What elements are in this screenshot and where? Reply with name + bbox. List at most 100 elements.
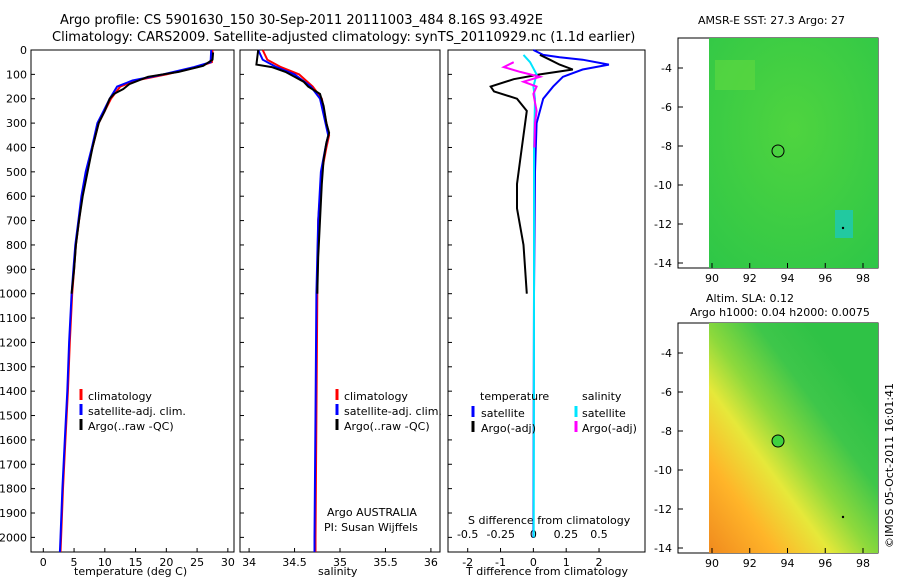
x-tick-label: 5 — [71, 556, 78, 569]
y-tick-label: 700 — [6, 215, 27, 228]
map-y-tick-label: -14 — [654, 542, 672, 555]
x-tick-label: 0 — [530, 556, 537, 569]
figure-title-line2: Climatology: CARS2009. Satellite-adjuste… — [52, 30, 635, 45]
legend-label: Argo(-adj) — [582, 422, 637, 435]
x-tick-label: 36 — [424, 556, 438, 569]
map-y-tick-label: -8 — [661, 140, 672, 153]
y-tick-label: 1700 — [0, 458, 27, 471]
legend-label: satellite-adj. clim. — [88, 405, 186, 418]
y-tick-label: 0 — [20, 44, 27, 57]
sla-map-title-2: Argo h1000: 0.04 h2000: 0.0075 — [690, 306, 870, 319]
sst-map-dot — [841, 226, 845, 230]
y-tick-label: 1800 — [0, 483, 27, 496]
map-y-tick-label: -6 — [661, 386, 672, 399]
x-tick-label: -2 — [462, 556, 473, 569]
series-line — [58, 49, 213, 553]
y-tick-label: 2000 — [0, 531, 27, 544]
x-tick-label: 2 — [596, 556, 603, 569]
sla-map-panel: Altim. SLA: 0.12 Argo h1000: 0.04 h2000:… — [654, 292, 879, 570]
map-y-tick-label: -6 — [661, 101, 672, 114]
y-tick-label: 600 — [6, 190, 27, 203]
difference-panel: T difference from climatology S differen… — [447, 49, 646, 578]
y-tick-label: 1900 — [0, 507, 27, 520]
map-y-tick-label: -10 — [654, 179, 672, 192]
map-y-tick-label: -12 — [654, 218, 672, 231]
legend-label: Argo(-adj) — [481, 422, 536, 435]
x-tick-label: 25 — [190, 556, 204, 569]
salinity-annotation-1: Argo AUSTRALIA — [327, 506, 417, 519]
map-x-tick-label: 96 — [818, 272, 832, 285]
y-tick-label: 900 — [6, 263, 27, 276]
salinity-panel: salinity Argo AUSTRALIA PI: Susan Wijffe… — [239, 49, 442, 578]
sla-map-dot — [841, 515, 845, 519]
series-line — [70, 52, 215, 294]
legend-label: satellite-adj. clim. — [344, 405, 442, 418]
difference-xlabel-top: S difference from climatology — [468, 514, 631, 527]
y-tick-label: 1100 — [0, 312, 27, 325]
sla-map-title-1: Altim. SLA: 0.12 — [706, 292, 794, 305]
map-x-tick-label: 94 — [781, 557, 795, 570]
map-x-tick-label: 96 — [818, 557, 832, 570]
map-y-tick-label: -8 — [661, 425, 672, 438]
y-tick-label: 1600 — [0, 434, 27, 447]
x-tick-label: 10 — [98, 556, 112, 569]
sla-map-field — [709, 323, 878, 553]
top-tick-label: -0.5 — [457, 528, 478, 541]
legend-title-salinity: salinity — [582, 390, 622, 403]
sst-map-patch — [715, 60, 755, 90]
sla-argo-location-marker — [771, 434, 785, 448]
map-x-tick-label: 92 — [743, 557, 757, 570]
y-tick-label: 1400 — [0, 385, 27, 398]
figure-title-line1: Argo profile: CS 5901630_150 30-Sep-2011… — [60, 13, 543, 28]
y-tick-label: 100 — [6, 68, 27, 81]
x-tick-label: 35.5 — [373, 556, 398, 569]
x-tick-label: 34 — [242, 556, 256, 569]
map-x-tick-label: 98 — [856, 557, 870, 570]
top-tick-label: -0.25 — [487, 528, 515, 541]
sst-map-cyan-patch — [835, 210, 853, 238]
map-x-tick-label: 92 — [743, 272, 757, 285]
x-tick-label: 0 — [40, 556, 47, 569]
map-y-tick-label: -4 — [661, 347, 672, 360]
y-tick-label: 200 — [6, 93, 27, 106]
difference-xlabel: T difference from climatology — [465, 565, 628, 578]
map-y-tick-label: -4 — [661, 62, 672, 75]
legend-title-temperature: temperature — [480, 390, 549, 403]
legend-label: satellite — [481, 407, 525, 420]
sst-map-panel: AMSR-E SST: 27.3 Argo: 27 -4 -6 -8 -10 -12 -1… — [654, 14, 879, 285]
map-y-tick-label: -14 — [654, 257, 672, 270]
y-tick-label: 500 — [6, 166, 27, 179]
temperature-xlabel: temperature (deg C) — [74, 565, 187, 578]
difference-axes-frame — [447, 49, 646, 553]
map-x-tick-label: 90 — [705, 557, 719, 570]
map-x-tick-label: 98 — [856, 272, 870, 285]
y-tick-label: 1200 — [0, 336, 27, 349]
x-tick-label: 35 — [333, 556, 347, 569]
x-tick-label: 20 — [159, 556, 173, 569]
sst-argo-location-marker — [771, 144, 785, 158]
salinity-annotation-2: PI: Susan Wijffels — [324, 521, 418, 534]
legend-label: climatology — [88, 390, 152, 403]
salinity-xlabel: salinity — [318, 565, 358, 578]
y-tick-label: 400 — [6, 141, 27, 154]
map-x-tick-label: 94 — [781, 272, 795, 285]
x-tick-label: -1 — [495, 556, 506, 569]
y-tick-label: 800 — [6, 239, 27, 252]
x-tick-label: 30 — [221, 556, 235, 569]
legend-label: Argo(..raw -QC) — [344, 420, 430, 433]
legend-label: climatology — [344, 390, 408, 403]
series-line — [489, 54, 574, 294]
legend-label: satellite — [582, 407, 626, 420]
map-x-tick-label: 90 — [705, 272, 719, 285]
series-line — [59, 49, 214, 553]
x-tick-label: 34.5 — [282, 556, 307, 569]
imos-timestamp: ©IMOS 05-Oct-2011 16:01:41 — [883, 383, 896, 548]
temperature-panel: temperature (deg C) 0 5 10 15 20 25 3001002003… — [0, 44, 235, 578]
series-line — [261, 49, 331, 552]
temperature-axes-frame — [30, 49, 235, 553]
series-line — [532, 49, 610, 538]
series-line — [501, 61, 544, 148]
y-tick-label: 1000 — [0, 288, 27, 301]
map-y-tick-label: -12 — [654, 503, 672, 516]
